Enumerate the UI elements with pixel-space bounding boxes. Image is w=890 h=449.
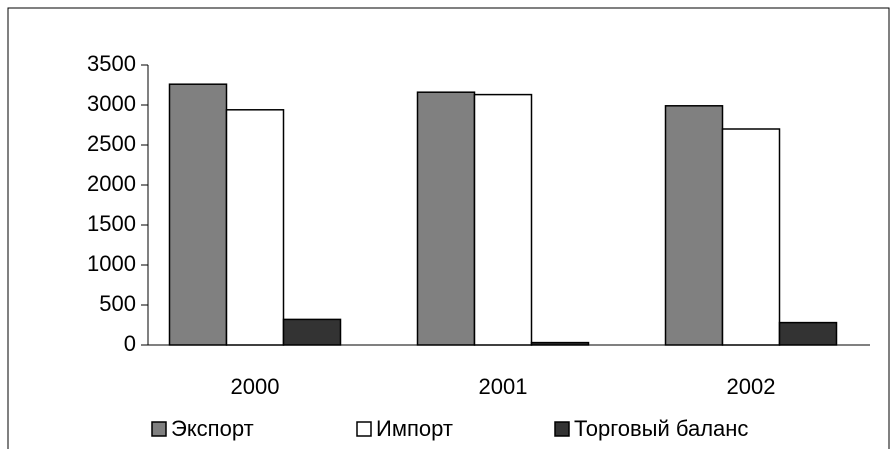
legend-label: Торговый баланс	[574, 416, 748, 441]
legend-swatch	[151, 421, 167, 437]
legend-label: Импорт	[376, 416, 453, 441]
bar	[778, 321, 838, 346]
x-tick-label: 2000	[231, 374, 280, 399]
y-tick-label: 1000	[87, 251, 136, 276]
x-tick-label: 2002	[727, 374, 776, 399]
y-tick-label: 3500	[87, 51, 136, 76]
y-tick-label: 2000	[87, 171, 136, 196]
bar	[664, 105, 724, 346]
legend-swatch	[554, 421, 570, 437]
x-tick-label: 2001	[479, 374, 528, 399]
y-tick-label: 1500	[87, 211, 136, 236]
bar	[225, 109, 285, 346]
chart-frame	[7, 7, 890, 449]
legend-swatch	[356, 421, 372, 437]
y-tick-label: 0	[124, 331, 136, 356]
y-tick-label: 3000	[87, 91, 136, 116]
bar	[721, 128, 781, 346]
bar	[416, 91, 476, 346]
bar	[282, 318, 342, 346]
legend-label: Экспорт	[171, 416, 254, 441]
bar	[473, 93, 533, 346]
y-tick-label: 2500	[87, 131, 136, 156]
bar	[168, 83, 228, 346]
y-tick-label: 500	[99, 291, 136, 316]
